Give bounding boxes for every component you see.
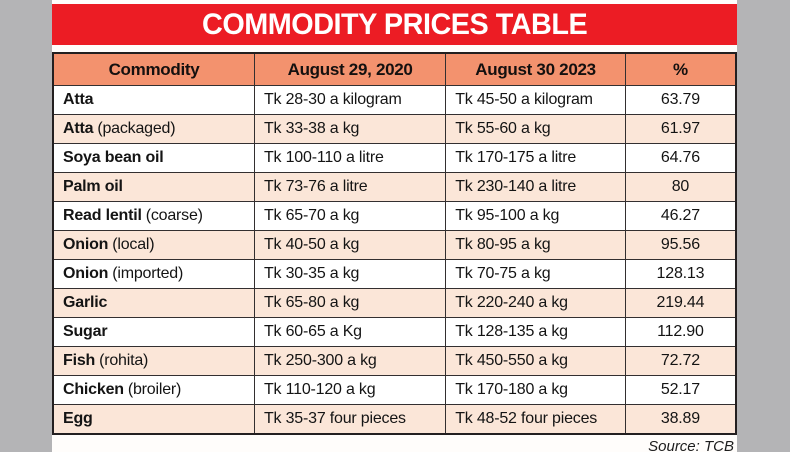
header-row: Commodity August 29, 2020 August 30 2023… bbox=[52, 52, 737, 86]
commodity-cell: Soya bean oil bbox=[52, 143, 255, 173]
commodity-name: Fish bbox=[63, 352, 96, 369]
percent-cell: 61.97 bbox=[624, 114, 737, 144]
commodity-qualifier: (broiler) bbox=[127, 381, 182, 398]
price-2023-cell: Tk 55-60 a kg bbox=[445, 114, 626, 144]
table-row: Onion (imported) Tk 30-35 a kg Tk 70-75 a… bbox=[52, 259, 737, 289]
source-attribution: Source: TCB bbox=[648, 438, 734, 455]
commodity-qualifier: (coarse) bbox=[145, 207, 203, 224]
commodity-name: Onion bbox=[63, 265, 109, 282]
price-2023-cell: Tk 128-135 a kg bbox=[445, 317, 626, 347]
percent-cell: 112.90 bbox=[624, 317, 737, 347]
percent-cell: 38.89 bbox=[624, 404, 737, 435]
price-2020-cell: Tk 28-30 a kilogram bbox=[253, 85, 447, 115]
table-row: Sugar Tk 60-65 a Kg Tk 128-135 a kg 112.… bbox=[52, 317, 737, 347]
commodity-name: Read lentil bbox=[63, 207, 142, 224]
commodity-qualifier: (imported) bbox=[112, 265, 184, 282]
percent-cell: 219.44 bbox=[624, 288, 737, 318]
price-2020-cell: Tk 100-110 a litre bbox=[253, 143, 447, 173]
table-row: Chicken (broiler) Tk 110-120 a kg Tk 170-… bbox=[52, 375, 737, 405]
price-2023-cell: Tk 45-50 a kilogram bbox=[445, 85, 626, 115]
price-2020-cell: Tk 40-50 a kg bbox=[253, 230, 447, 260]
price-2020-cell: Tk 250-300 a kg bbox=[253, 346, 447, 376]
percent-cell: 52.17 bbox=[624, 375, 737, 405]
commodity-name: Soya bean oil bbox=[63, 149, 164, 166]
price-2020-cell: Tk 33-38 a kg bbox=[253, 114, 447, 144]
price-2023-cell: Tk 80-95 a kg bbox=[445, 230, 626, 260]
table-row: Egg Tk 35-37 four pieces Tk 48-52 four p… bbox=[52, 404, 737, 435]
right-margin-strip bbox=[737, 0, 790, 452]
col-header-commodity: Commodity bbox=[52, 52, 255, 86]
table-row: Soya bean oil Tk 100-110 a litre Tk 170-… bbox=[52, 143, 737, 173]
commodity-name: Atta bbox=[63, 120, 94, 137]
col-header-aug-29-2020: August 29, 2020 bbox=[253, 52, 447, 86]
infographic-content: COMMODITY PRICES TABLE Commodity August … bbox=[52, 0, 737, 455]
price-2020-cell: Tk 60-65 a Kg bbox=[253, 317, 447, 347]
commodity-cell: Sugar bbox=[52, 317, 255, 347]
price-2020-cell: Tk 65-80 a kg bbox=[253, 288, 447, 318]
table-row: Garlic Tk 65-80 a kg Tk 220-240 a kg 219… bbox=[52, 288, 737, 318]
price-2023-cell: Tk 220-240 a kg bbox=[445, 288, 626, 318]
commodity-cell: Atta bbox=[52, 85, 255, 115]
price-2020-cell: Tk 73-76 a litre bbox=[253, 172, 447, 202]
percent-cell: 80 bbox=[624, 172, 737, 202]
price-2023-cell: Tk 95-100 a kg bbox=[445, 201, 626, 231]
percent-cell: 63.79 bbox=[624, 85, 737, 115]
commodity-qualifier: (rohita) bbox=[99, 352, 149, 369]
percent-cell: 128.13 bbox=[624, 259, 737, 289]
percent-cell: 64.76 bbox=[624, 143, 737, 173]
price-2020-cell: Tk 30-35 a kg bbox=[253, 259, 447, 289]
col-header-aug-30-2023: August 30 2023 bbox=[445, 52, 626, 86]
commodity-cell: Palm oil bbox=[52, 172, 255, 202]
percent-cell: 95.56 bbox=[624, 230, 737, 260]
commodity-name: Sugar bbox=[63, 323, 108, 340]
commodity-name: Palm oil bbox=[63, 178, 123, 195]
commodity-qualifier: (local) bbox=[112, 236, 155, 253]
commodity-cell: Read lentil (coarse) bbox=[52, 201, 255, 231]
price-2023-cell: Tk 48-52 four pieces bbox=[445, 404, 626, 435]
percent-cell: 72.72 bbox=[624, 346, 737, 376]
commodity-cell: Onion (local) bbox=[52, 230, 255, 260]
table-row: Atta Tk 28-30 a kilogram Tk 45-50 a kilo… bbox=[52, 85, 737, 115]
commodity-name: Chicken bbox=[63, 381, 124, 398]
commodity-qualifier: (packaged) bbox=[97, 120, 176, 137]
price-2023-cell: Tk 170-180 a kg bbox=[445, 375, 626, 405]
price-2020-cell: Tk 65-70 a kg bbox=[253, 201, 447, 231]
col-header-percent: % bbox=[624, 52, 737, 86]
commodity-name: Egg bbox=[63, 410, 93, 427]
commodity-cell: Egg bbox=[52, 404, 255, 435]
table-row: Fish (rohita) Tk 250-300 a kg Tk 450-550 … bbox=[52, 346, 737, 376]
commodity-cell: Fish (rohita) bbox=[52, 346, 255, 376]
price-2023-cell: Tk 230-140 a litre bbox=[445, 172, 626, 202]
table-row: Onion (local) Tk 40-50 a kg Tk 80-95 a kg… bbox=[52, 230, 737, 260]
price-2023-cell: Tk 70-75 a kg bbox=[445, 259, 626, 289]
commodity-cell: Garlic bbox=[52, 288, 255, 318]
commodity-name: Garlic bbox=[63, 294, 108, 311]
page-title: COMMODITY PRICES TABLE bbox=[201, 7, 588, 41]
percent-cell: 46.27 bbox=[624, 201, 737, 231]
table-row: Read lentil (coarse) Tk 65-70 a kg Tk 95-… bbox=[52, 201, 737, 231]
commodity-name: Onion bbox=[63, 236, 109, 253]
table-row: Atta (packaged) Tk 33-38 a kg Tk 55-60 a … bbox=[52, 114, 737, 144]
price-2023-cell: Tk 450-550 a kg bbox=[445, 346, 626, 376]
price-2023-cell: Tk 170-175 a litre bbox=[445, 143, 626, 173]
title-bar: COMMODITY PRICES TABLE bbox=[52, 4, 737, 45]
commodity-prices-table: Commodity August 29, 2020 August 30 2023… bbox=[52, 52, 737, 435]
commodity-cell: Atta (packaged) bbox=[52, 114, 255, 144]
table-row: Palm oil Tk 73-76 a litre Tk 230-140 a l… bbox=[52, 172, 737, 202]
commodity-cell: Chicken (broiler) bbox=[52, 375, 255, 405]
price-2020-cell: Tk 35-37 four pieces bbox=[253, 404, 447, 435]
commodity-cell: Onion (imported) bbox=[52, 259, 255, 289]
left-margin-strip bbox=[0, 0, 52, 452]
price-2020-cell: Tk 110-120 a kg bbox=[253, 375, 447, 405]
commodity-name: Atta bbox=[63, 91, 94, 108]
